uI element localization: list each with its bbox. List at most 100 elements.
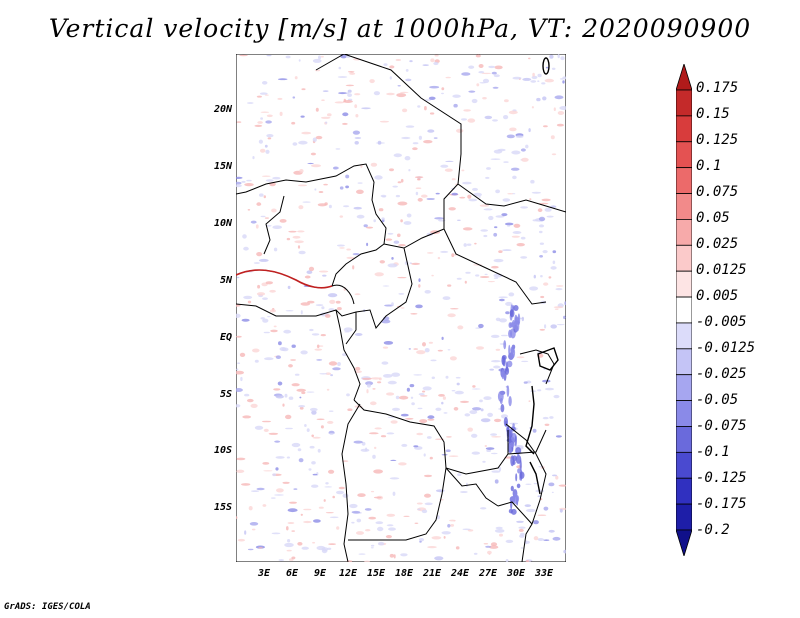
field-speckle bbox=[556, 324, 565, 326]
field-speckle bbox=[400, 219, 403, 223]
field-speckle bbox=[451, 178, 456, 181]
field-speckle bbox=[236, 368, 239, 371]
field-speckle bbox=[342, 493, 349, 498]
field-speckle bbox=[304, 424, 307, 427]
lat-label: 10N bbox=[213, 218, 232, 229]
field-speckle bbox=[557, 111, 565, 115]
field-speckle bbox=[316, 418, 325, 421]
field-speckle bbox=[489, 545, 499, 549]
field-speckle bbox=[507, 225, 511, 227]
field-speckle bbox=[290, 359, 296, 361]
field-speckle bbox=[538, 224, 545, 228]
lakes bbox=[525, 57, 559, 495]
lon-label: 6E bbox=[285, 568, 299, 579]
field-speckle bbox=[408, 348, 411, 350]
field-speckle bbox=[354, 137, 362, 139]
field-speckle bbox=[450, 308, 459, 310]
field-speckle bbox=[353, 440, 363, 444]
field-speckle bbox=[479, 82, 486, 84]
field-speckle bbox=[347, 71, 355, 73]
field-speckle bbox=[345, 185, 349, 189]
field-speckle bbox=[339, 247, 345, 249]
field-speckle bbox=[521, 316, 524, 322]
field-speckle bbox=[281, 347, 289, 352]
field-speckle bbox=[264, 217, 269, 219]
field-speckle bbox=[497, 391, 504, 402]
field-speckle bbox=[373, 469, 383, 474]
field-speckle bbox=[307, 300, 315, 304]
field-speckle bbox=[397, 85, 401, 87]
field-speckle bbox=[237, 538, 245, 542]
field-speckle bbox=[342, 460, 349, 462]
field-speckle bbox=[329, 516, 339, 519]
field-speckle bbox=[429, 85, 440, 89]
field-speckle bbox=[320, 116, 331, 119]
field-speckle bbox=[450, 524, 455, 527]
field-speckle bbox=[473, 552, 478, 555]
field-speckle bbox=[236, 457, 246, 461]
field-speckle bbox=[463, 109, 471, 112]
field-speckle bbox=[438, 394, 445, 397]
field-speckle bbox=[239, 54, 248, 57]
field-speckle bbox=[262, 504, 267, 507]
colorbar-swatch bbox=[676, 322, 692, 350]
field-speckle bbox=[447, 284, 452, 287]
field-speckle bbox=[386, 524, 394, 527]
field-speckle bbox=[528, 128, 531, 133]
field-speckle bbox=[355, 114, 359, 118]
field-speckle bbox=[495, 215, 505, 218]
field-speckle bbox=[321, 99, 325, 101]
field-speckle bbox=[490, 433, 497, 436]
field-speckle bbox=[486, 167, 491, 170]
field-speckle bbox=[480, 418, 491, 423]
field-speckle bbox=[332, 495, 335, 499]
field-speckle bbox=[491, 470, 501, 473]
field-speckle bbox=[467, 194, 472, 199]
field-speckle bbox=[336, 490, 344, 495]
field-speckle bbox=[430, 58, 435, 63]
field-speckle bbox=[357, 182, 363, 184]
field-speckle bbox=[539, 230, 543, 234]
field-speckle bbox=[346, 393, 350, 397]
field-speckle bbox=[343, 205, 350, 208]
field-speckle bbox=[416, 432, 424, 436]
field-speckle bbox=[513, 305, 519, 311]
field-speckle bbox=[327, 113, 332, 117]
field-speckle bbox=[287, 539, 291, 543]
field-speckle bbox=[483, 396, 492, 400]
field-speckle bbox=[455, 546, 460, 550]
field-speckle bbox=[354, 141, 359, 145]
field-speckle bbox=[286, 549, 292, 552]
colorbar-label: -0.125 bbox=[696, 470, 747, 486]
field-speckle bbox=[400, 553, 408, 557]
field-speckle bbox=[385, 535, 392, 539]
colorbar-swatch bbox=[676, 219, 692, 246]
field-speckle bbox=[542, 250, 548, 254]
field-speckle bbox=[328, 433, 335, 435]
field-speckle bbox=[447, 349, 451, 351]
field-speckle bbox=[306, 428, 310, 432]
field-speckle bbox=[291, 344, 296, 348]
field-speckle bbox=[298, 184, 307, 187]
field-speckle bbox=[403, 221, 412, 225]
field-speckle bbox=[272, 176, 281, 180]
field-speckle bbox=[236, 469, 245, 473]
field-speckle bbox=[413, 374, 423, 376]
field-speckle bbox=[291, 442, 301, 448]
field-speckle bbox=[453, 407, 459, 411]
field-speckle bbox=[243, 295, 253, 300]
field-speckle bbox=[475, 274, 480, 277]
field-speckle bbox=[374, 175, 383, 180]
field-speckle bbox=[300, 310, 303, 315]
colorbar-swatch bbox=[676, 374, 692, 401]
field-speckle bbox=[264, 144, 268, 148]
field-speckle bbox=[459, 400, 470, 403]
field-speckle bbox=[269, 309, 276, 313]
field-speckle bbox=[308, 468, 312, 471]
field-speckle bbox=[482, 97, 487, 100]
field-speckle bbox=[264, 357, 274, 361]
colorbar-label: -0.075 bbox=[696, 418, 747, 434]
field-speckle bbox=[417, 407, 423, 410]
colorbar-swatch bbox=[676, 167, 692, 194]
field-speckle bbox=[247, 102, 254, 104]
